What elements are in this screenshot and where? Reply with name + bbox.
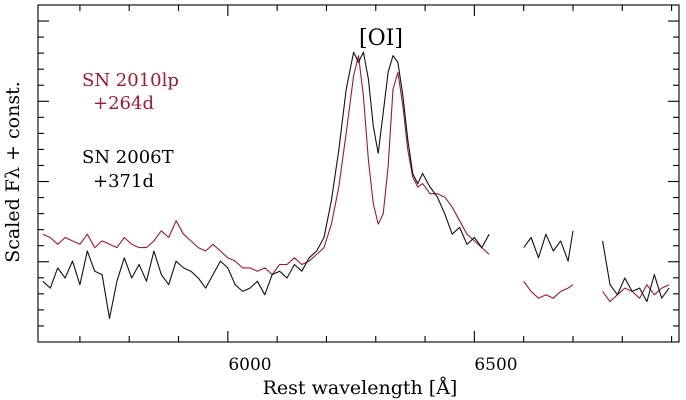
legend-epoch-sn2010lp: +264d xyxy=(93,93,154,114)
legend-epoch-sn2006t: +371d xyxy=(93,171,154,192)
spectrum-line-sn2010lp-segment-3 xyxy=(602,284,670,303)
spectrum-line-sn2010lp-segment-2 xyxy=(523,280,574,299)
x-tick-label-6000: 6000 xyxy=(228,355,271,375)
legend-name-sn2010lp: SN 2010lp xyxy=(82,70,179,91)
spectra xyxy=(42,51,670,319)
legend-name-sn2006t: SN 2006T xyxy=(82,147,174,168)
y-axis-label: Scaled Fλ + const. xyxy=(2,81,24,262)
y-axis-ticks xyxy=(38,20,679,327)
spectrum-line-sn2006t-segment-2 xyxy=(523,230,574,262)
spectrum-line-sn2010lp-segment-1 xyxy=(42,55,490,276)
x-tick-label-6500: 6500 xyxy=(474,355,517,375)
plot-frame xyxy=(37,4,680,343)
x-axis-label: Rest wavelength [Å] xyxy=(263,377,458,399)
spectrum-line-sn2006t-segment-3 xyxy=(602,240,670,303)
spectrum-line-sn2006t-segment-1 xyxy=(42,51,490,319)
oi-line-annotation: [OI] xyxy=(359,26,403,51)
x-axis-ticks xyxy=(79,5,673,342)
